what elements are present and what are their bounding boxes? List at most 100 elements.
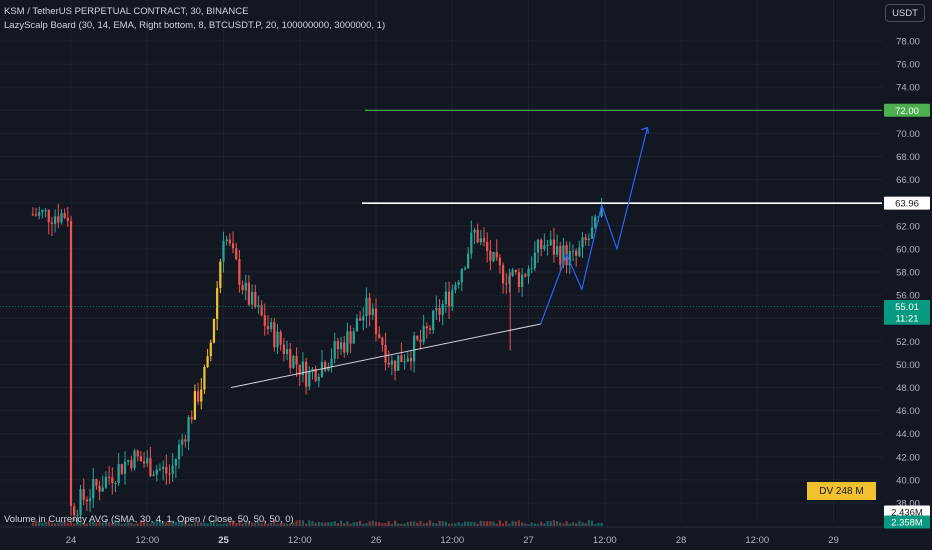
volume-bar	[298, 520, 301, 526]
volume-legend[interactable]: Volume in Currency AVG (SMA, 30, 4, 1, O…	[4, 514, 294, 525]
volume-bar	[136, 523, 139, 526]
volume-bar	[47, 520, 50, 526]
time-tick-label: 12:00	[288, 535, 312, 546]
price-tick-label: 68.00	[896, 152, 920, 163]
volume-bar	[381, 523, 384, 526]
candle	[343, 342, 346, 353]
volume-bar	[314, 522, 317, 526]
volume-bar	[473, 521, 476, 526]
candle	[346, 331, 349, 353]
volume-bar	[428, 520, 432, 526]
candle	[441, 304, 444, 315]
candle	[447, 291, 451, 307]
projection-path[interactable]	[540, 127, 649, 325]
volume-bar	[174, 521, 177, 526]
candle	[317, 376, 320, 381]
candle	[117, 464, 120, 483]
candle	[69, 220, 73, 507]
volume-bar	[139, 520, 143, 526]
volume-bar	[31, 523, 34, 526]
price-label-text: 55.01	[895, 302, 919, 313]
volume-bar	[295, 520, 298, 526]
candle	[104, 476, 108, 488]
candle	[222, 241, 225, 262]
candle	[308, 370, 311, 387]
candle	[505, 283, 508, 285]
volume-bar	[168, 520, 171, 526]
candle	[66, 218, 69, 221]
candle	[162, 466, 165, 469]
volume-bar	[393, 520, 397, 526]
volume-bar	[104, 520, 108, 526]
volume-bar	[209, 521, 212, 526]
price-label-tag	[884, 311, 930, 325]
candle	[47, 209, 50, 223]
volume-bar	[400, 523, 403, 526]
candle	[428, 328, 432, 331]
drawings	[0, 109, 882, 388]
volume-bar	[222, 523, 225, 526]
price-tick-label: 58.00	[896, 268, 920, 279]
candle	[304, 361, 308, 387]
candle	[311, 368, 314, 371]
candle	[536, 239, 540, 253]
indicator-legend[interactable]: LazyScalp Board (30, 14, EMA, Right bott…	[4, 20, 386, 31]
candle	[330, 358, 333, 367]
volume-bar	[441, 520, 444, 526]
candle	[225, 239, 228, 242]
volume-bar	[454, 523, 457, 526]
candle	[371, 308, 374, 315]
currency-button[interactable]: USDT	[885, 4, 925, 22]
candle	[533, 252, 536, 269]
candle	[181, 439, 184, 445]
support-trendline[interactable]	[231, 323, 541, 388]
candle	[279, 331, 282, 345]
candle	[111, 477, 114, 484]
candle	[400, 355, 403, 362]
volume-bar	[425, 522, 428, 526]
candle	[355, 318, 359, 332]
price-tick-label: 44.00	[896, 429, 920, 440]
candle	[44, 209, 47, 211]
price-label-text: 2.358M	[891, 518, 923, 529]
volume-bar	[578, 520, 581, 526]
volume-bar	[60, 520, 63, 526]
volume-bar	[149, 523, 152, 526]
volume-bar	[479, 520, 482, 526]
candle	[549, 239, 552, 246]
volume-bar	[505, 520, 508, 526]
grid	[0, 0, 882, 528]
price-axis-bg	[882, 0, 932, 550]
candle	[584, 237, 587, 241]
volume-bar	[489, 521, 492, 526]
candle	[60, 213, 63, 223]
volume-bar	[552, 520, 556, 526]
volume-bar	[467, 521, 470, 526]
candle	[444, 291, 448, 305]
candle	[276, 331, 279, 348]
candle	[397, 355, 400, 371]
volume-bar	[108, 522, 111, 526]
candle	[146, 458, 149, 464]
candle	[171, 465, 174, 474]
volume-bar	[158, 520, 162, 526]
volume-bar	[359, 520, 362, 526]
volume-bar	[228, 521, 231, 526]
price-label-text: 11:21	[895, 314, 918, 325]
candle	[184, 439, 187, 442]
volume-bar	[530, 522, 533, 526]
price-tick-label: 46.00	[896, 406, 920, 417]
candle	[120, 464, 123, 474]
volume-bar	[333, 521, 336, 526]
candle	[193, 391, 197, 420]
candle	[473, 229, 476, 233]
candle	[521, 274, 524, 287]
candle	[79, 489, 82, 515]
candle	[587, 238, 590, 241]
candle	[594, 216, 597, 228]
price-tick-label: 66.00	[896, 175, 920, 186]
candle	[257, 305, 260, 308]
volume-bar	[304, 523, 308, 526]
volume-bar	[200, 522, 203, 526]
